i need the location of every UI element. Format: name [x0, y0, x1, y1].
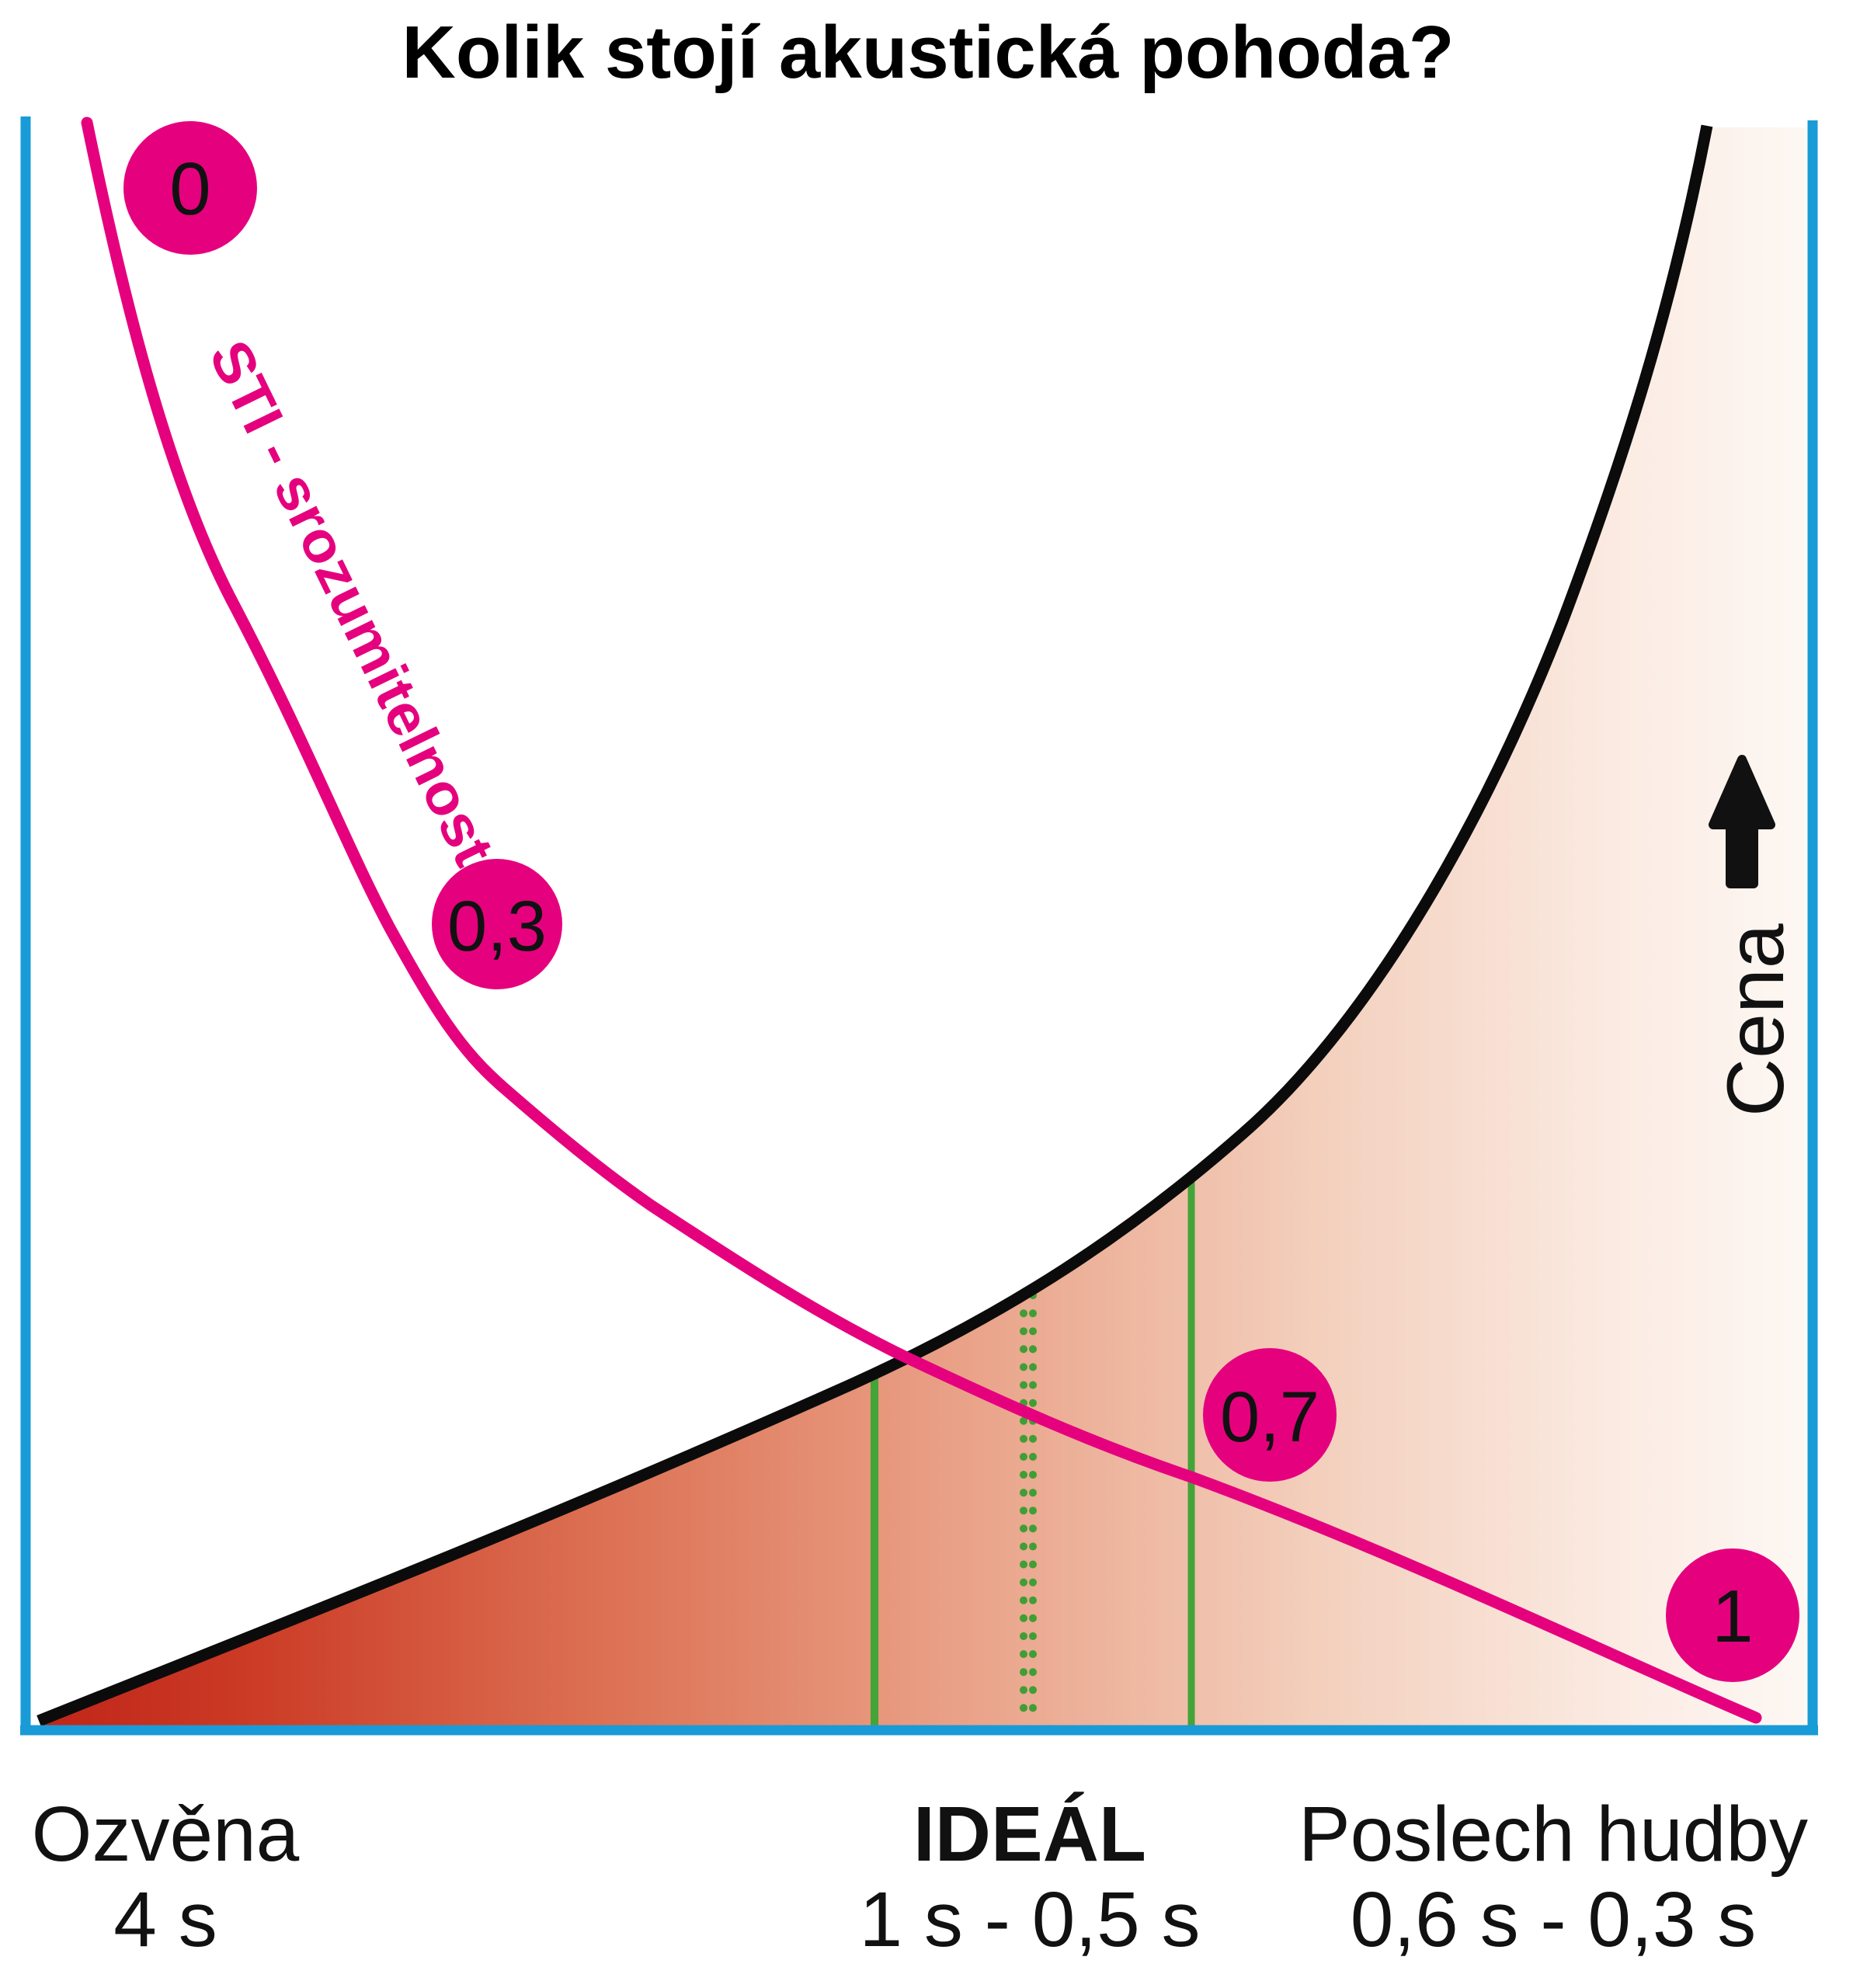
page-title: Kolik stojí akustická pohoda?: [402, 11, 1455, 94]
zone-left-range: 4 s: [113, 1876, 217, 1963]
zone-left-title: Ozvěna: [32, 1791, 300, 1878]
price-area: [28, 127, 1813, 1730]
price-curve: [37, 124, 1713, 1726]
badge-circle: [432, 859, 562, 989]
badge-value: 0,3: [447, 887, 547, 966]
sti-badge-07: 0,7: [1203, 1348, 1337, 1482]
zone-right-title: Poslech hudby: [1298, 1791, 1808, 1878]
up-arrow-icon: [1709, 755, 1775, 888]
sti-curve: [81, 116, 1762, 1724]
badge-value: 0: [169, 148, 210, 231]
zone-right-range: 0,6 s - 0,3 s: [1351, 1876, 1756, 1963]
badge-circle: [1666, 1548, 1799, 1682]
sti-curve-label: STI - srozumitelnost: [197, 331, 507, 875]
zone-center-title: IDEÁL: [913, 1791, 1146, 1878]
sti-badge-0: 0: [123, 121, 257, 255]
price-axis-label: Cena: [1711, 923, 1801, 1117]
sti-badge-03: 0,3: [432, 859, 562, 989]
badge-value: 1: [1712, 1575, 1753, 1658]
sti-badge-1: 1: [1666, 1548, 1799, 1682]
zone-center-range: 1 s - 0,5 s: [859, 1876, 1200, 1963]
badge-value: 0,7: [1220, 1378, 1319, 1457]
badge-circle: [123, 121, 257, 255]
badge-circle: [1203, 1348, 1337, 1482]
